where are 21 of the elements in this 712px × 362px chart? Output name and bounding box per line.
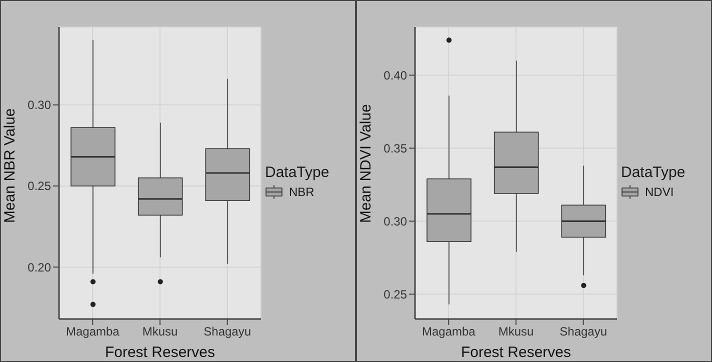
y-axis-title: Mean NBR Value [1,108,18,223]
y-tick-label: 0.30 [28,98,52,112]
legend-title: DataType [265,164,330,180]
x-tick-label: Mkusu [498,324,534,339]
legend-title: DataType [621,164,686,180]
x-tick-label: Magamba [422,324,476,339]
y-tick-label: 0.25 [384,287,408,302]
y-tick-label: 0.40 [384,68,408,82]
y-tick-label: 0.35 [384,141,408,156]
x-tick-label: Magamba [66,324,120,339]
y-tick-label: 0.25 [28,179,52,194]
x-axis-title: Forest Reserves [460,344,572,361]
y-tick-label: 0.30 [384,214,408,228]
legend-label: NBR [288,184,316,198]
x-tick-label: Shagayu [560,324,608,339]
x-tick-label: Mkusu [142,324,178,339]
x-axis-title: Forest Reserves [104,344,216,361]
x-tick-label: Shagayu [204,324,252,339]
y-tick-label: 0.20 [28,260,52,274]
legend-label: NDVI [644,184,675,198]
y-axis-title: Mean NDVI Value [357,104,374,223]
